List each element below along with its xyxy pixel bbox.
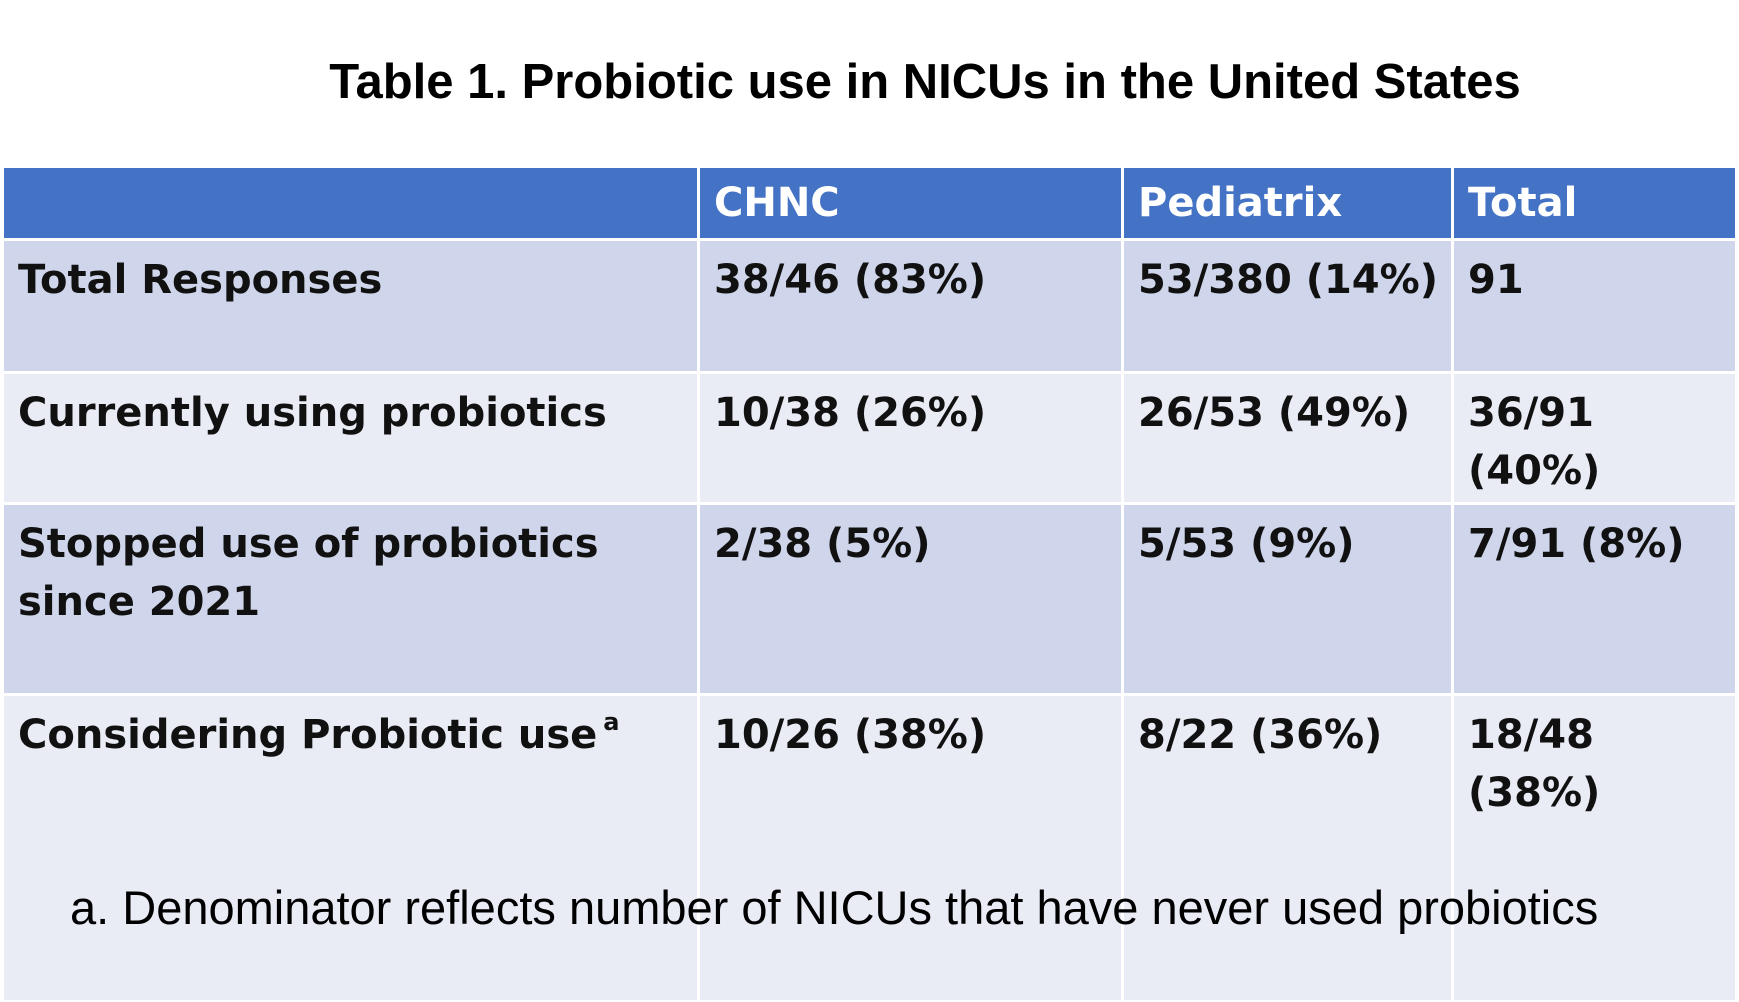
row-label: Stopped use of probiotics since 2021: [18, 521, 599, 625]
probiotic-use-table: CHNC Pediatrix Total Total Responses 38/…: [4, 168, 1735, 1000]
chnc-cell: 2/38 (5%): [697, 505, 1121, 693]
row-label: Currently using probiotics: [18, 390, 607, 436]
pediatrix-cell: 8/22 (36%): [1121, 696, 1451, 1000]
table-title: Table 1. Probiotic use in NICUs in the U…: [329, 55, 1521, 109]
row-label: Considering Probiotic use: [18, 712, 598, 758]
total-cell: 7/91 (8%): [1451, 505, 1735, 693]
table-row: Total Responses 38/46 (83%) 53/380 (14%)…: [4, 241, 1735, 371]
header-cell-pediatrix: Pediatrix: [1121, 168, 1451, 238]
chnc-cell: 10/26 (38%): [697, 696, 1121, 1000]
table-row: Stopped use of probiotics since 2021 2/3…: [4, 505, 1735, 693]
total-cell: 91: [1451, 241, 1735, 371]
table-footnote: a. Denominator reflects number of NICUs …: [70, 881, 1599, 934]
chnc-cell: 10/38 (26%): [697, 374, 1121, 502]
footnote-marker: a: [603, 708, 620, 736]
chnc-cell: 38/46 (83%): [697, 241, 1121, 371]
pediatrix-cell: 26/53 (49%): [1121, 374, 1451, 502]
pediatrix-cell: 5/53 (9%): [1121, 505, 1451, 693]
header-cell-empty: [4, 168, 697, 238]
table-row: Currently using probiotics 10/38 (26%) 2…: [4, 374, 1735, 502]
row-label: Total Responses: [18, 257, 383, 303]
row-label-with-footnote: Considering Probiotic use a: [4, 696, 697, 1000]
pediatrix-cell: 53/380 (14%): [1121, 241, 1451, 371]
table-header-row: CHNC Pediatrix Total: [4, 168, 1735, 238]
table-row: Considering Probiotic use a 10/26 (38%) 8…: [4, 696, 1735, 1000]
total-cell: 18/48 (38%): [1451, 696, 1735, 1000]
header-cell-chnc: CHNC: [697, 168, 1121, 238]
header-cell-total: Total: [1451, 168, 1735, 238]
total-cell: 36/91 (40%): [1451, 374, 1735, 502]
